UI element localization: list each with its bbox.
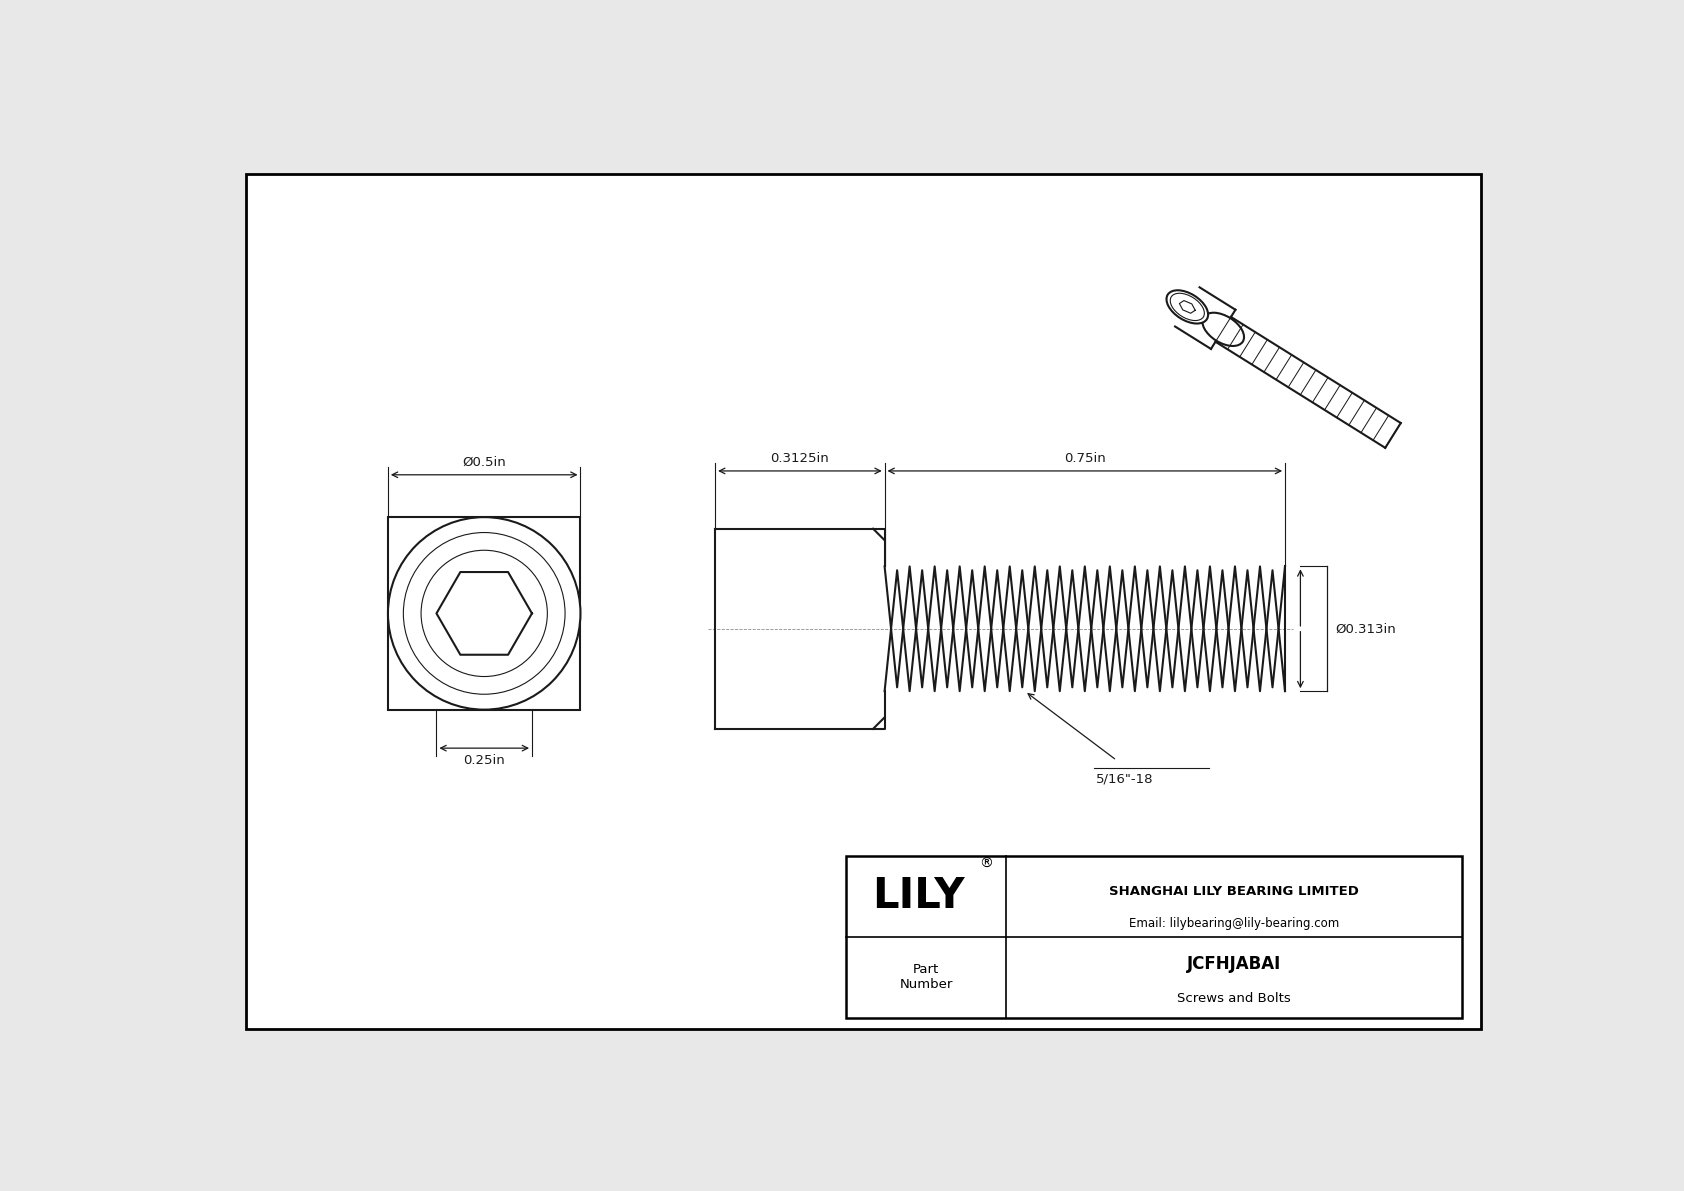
Text: Ø0.313in: Ø0.313in xyxy=(1335,622,1396,635)
Text: Email: lilybearing@lily-bearing.com: Email: lilybearing@lily-bearing.com xyxy=(1128,917,1339,930)
Text: LILY: LILY xyxy=(872,875,965,917)
Text: Screws and Bolts: Screws and Bolts xyxy=(1177,992,1292,1005)
Text: 0.25in: 0.25in xyxy=(463,754,505,767)
Ellipse shape xyxy=(1167,291,1207,324)
Text: ®: ® xyxy=(980,858,994,871)
Text: SHANGHAI LILY BEARING LIMITED: SHANGHAI LILY BEARING LIMITED xyxy=(1110,885,1359,898)
Text: 5/16"-18: 5/16"-18 xyxy=(1096,772,1154,785)
Text: JCFHJABAI: JCFHJABAI xyxy=(1187,955,1282,973)
Text: Part
Number: Part Number xyxy=(899,964,953,991)
Text: Ø0.5in: Ø0.5in xyxy=(463,456,507,468)
Circle shape xyxy=(387,517,581,710)
Text: 0.75in: 0.75in xyxy=(1064,451,1106,464)
Bar xyxy=(845,856,1462,1017)
Bar xyxy=(387,517,581,710)
Text: 0.3125in: 0.3125in xyxy=(771,451,829,464)
Ellipse shape xyxy=(1170,293,1204,320)
